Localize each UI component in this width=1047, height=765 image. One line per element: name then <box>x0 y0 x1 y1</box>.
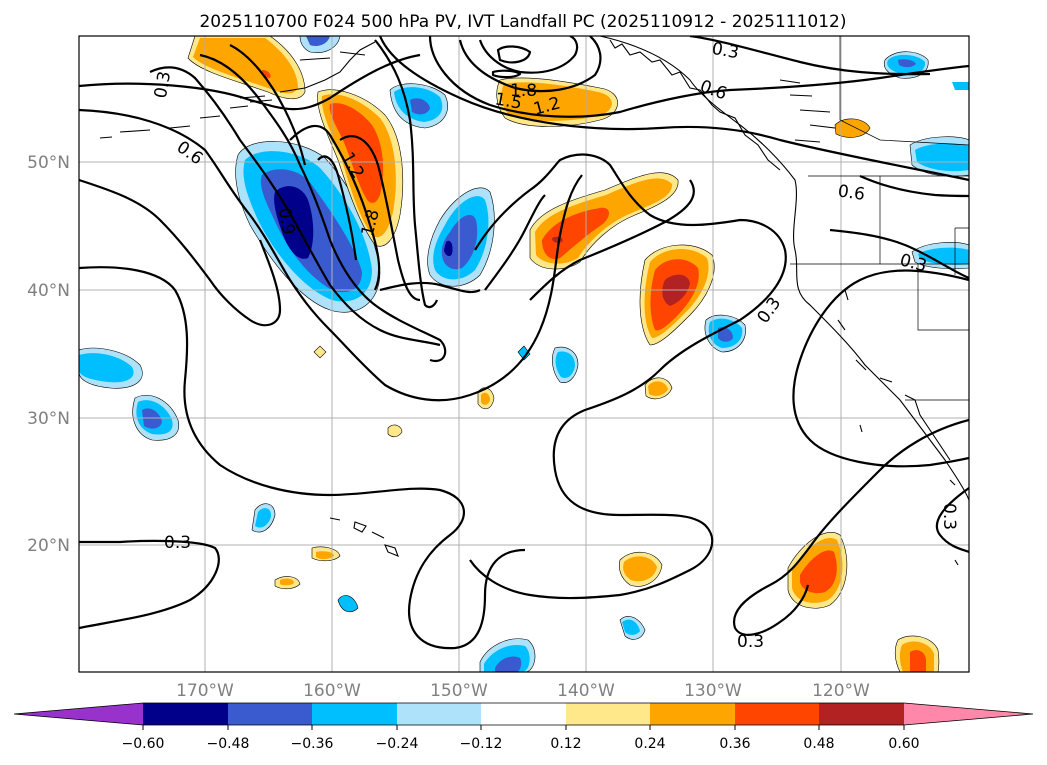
map-frame <box>78 35 970 673</box>
contour-label-trough-09: 0.9 <box>274 206 298 236</box>
graticule <box>79 36 969 672</box>
colorbar-segment-n036 <box>312 703 397 725</box>
colorbar-segment-p048 <box>819 703 904 725</box>
contour-label-se-03: 0.3 <box>939 503 959 530</box>
contour-label-low-15: 1.5 <box>493 89 523 113</box>
negative-anomaly-small <box>251 314 746 672</box>
latitude-label-20n: 20°N <box>27 536 70 556</box>
colorbar-segment-p036 <box>735 703 819 725</box>
colorbar-segment-p012 <box>566 703 650 725</box>
contour-label-low-18: 1.8 <box>510 81 537 101</box>
colorbar-segment-n060 <box>143 703 228 725</box>
colorbar-ticks <box>142 725 905 730</box>
colorbar-segment-n048 <box>228 703 312 725</box>
colorbar: −0.60 −0.48 −0.36 −0.24 −0.12 0.12 0.24 … <box>13 702 1034 752</box>
colorbar-label-n012: −0.12 <box>460 736 503 752</box>
latitude-label-50n: 50°N <box>27 153 70 173</box>
contour-label-west-03: 0.3 <box>164 533 191 553</box>
colorbar-label-n024: −0.24 <box>376 736 419 752</box>
colorbar-label-p036: 0.36 <box>719 736 750 752</box>
colorbar-label-p048: 0.48 <box>803 736 834 752</box>
contour-label-coast-06: 0.6 <box>837 181 867 205</box>
colorbar-label-p012: 0.12 <box>550 736 581 752</box>
latitude-label-40n: 40°N <box>27 281 70 301</box>
colorbar-over-arrow <box>904 703 1033 725</box>
pv-filled-anomalies <box>79 36 969 672</box>
colorbar-label-p060: 0.60 <box>888 736 919 752</box>
negative-anomaly-mid <box>427 187 495 287</box>
longitude-labels: 170°W 160°W 150°W 140°W 130°W 120°W <box>176 681 870 701</box>
positive-anomaly-east <box>639 244 715 346</box>
longitude-label-150w: 150°W <box>430 681 488 701</box>
longitude-label-160w: 160°W <box>303 681 361 701</box>
figure-title: 2025110700 F024 500 hPa PV, IVT Landfall… <box>199 12 846 32</box>
colorbar-label-n036: −0.36 <box>291 736 334 752</box>
contour-label-ne-03: 0.3 <box>710 39 740 63</box>
contour-label-nw-03: 0.3 <box>151 70 175 100</box>
longitude-label-130w: 130°W <box>684 681 742 701</box>
positive-anomaly-northwest <box>187 36 306 100</box>
negative-anomaly-north <box>299 36 448 129</box>
colorbar-label-p024: 0.24 <box>634 736 665 752</box>
positive-anomaly-small <box>274 345 495 590</box>
longitude-label-170w: 170°W <box>176 681 234 701</box>
contour-label-south-03: 0.3 <box>737 632 764 652</box>
colorbar-label-n048: −0.48 <box>207 736 250 752</box>
colorbar-segment-n024 <box>397 703 481 725</box>
longitude-label-140w: 140°W <box>557 681 615 701</box>
longitude-label-120w: 120°W <box>812 681 870 701</box>
colorbar-segment-zero <box>481 703 566 725</box>
latitude-labels: 50°N 40°N 30°N 20°N <box>27 153 70 556</box>
pv-contours <box>79 36 969 650</box>
colorbar-under-arrow <box>14 703 143 725</box>
positive-anomaly-southeast <box>619 118 940 672</box>
colorbar-label-n060: −0.60 <box>122 736 165 752</box>
map-area: 0.3 0.6 1.2 1.8 0.9 1.8 1.5 1.2 0.3 0.6 … <box>79 36 969 672</box>
colorbar-segment-p024 <box>650 703 735 725</box>
political-borders <box>790 36 969 401</box>
latitude-label-30n: 30°N <box>27 409 70 429</box>
colorbar-tick-labels: −0.60 −0.48 −0.36 −0.24 −0.12 0.12 0.24 … <box>122 736 920 752</box>
positive-anomaly-ridge <box>317 89 404 247</box>
